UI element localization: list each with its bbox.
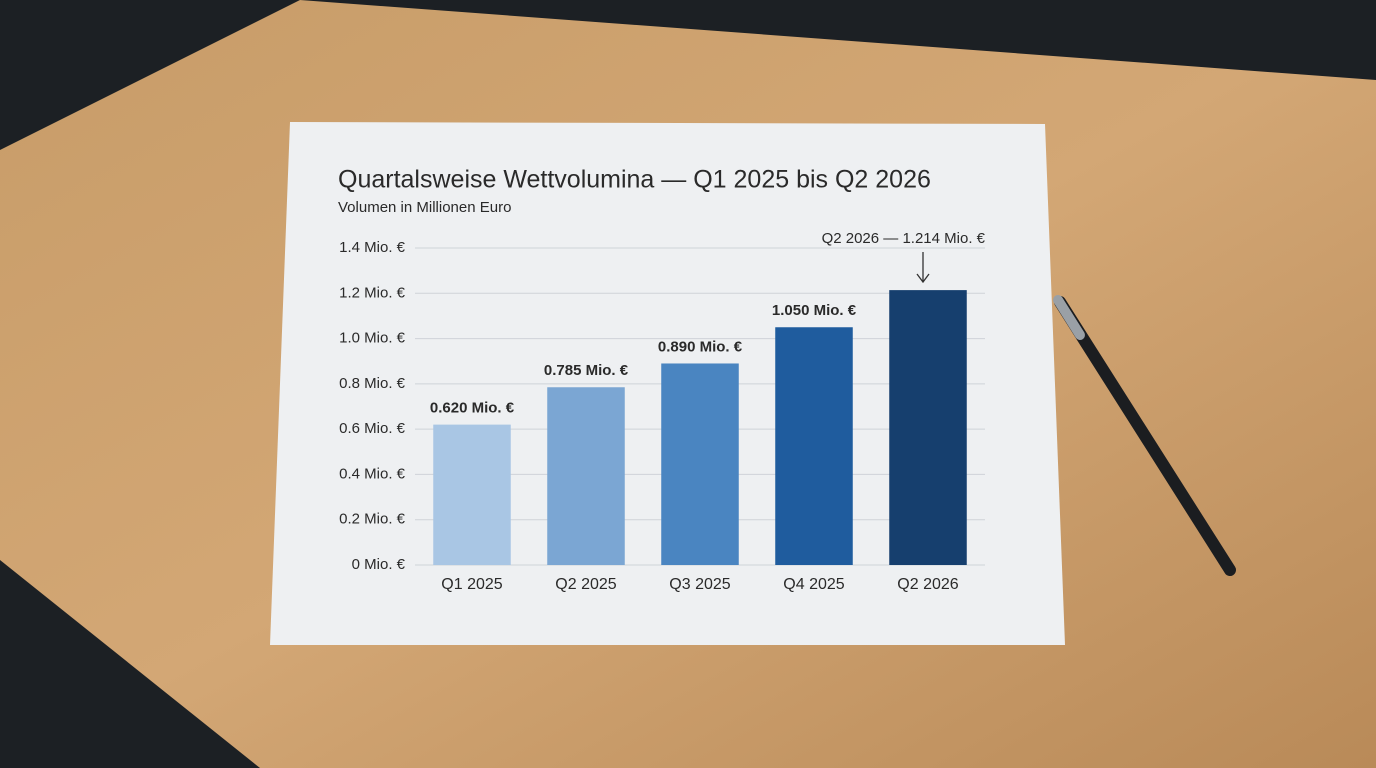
plot: 0 Mio. € 0.2 Mio. € 0.4 Mio. € 0.6 Mio. € 0.… [339,239,985,593]
pen-tip [1053,295,1085,340]
y-tick-label: 1.4 Mio. € [339,239,406,256]
value-label: 0.785 Mio. € [544,362,629,379]
value-label: 1.214 Mio. € [900,275,955,286]
bar [889,290,967,565]
x-tick-label: Q2 2026 [897,576,958,593]
bar [547,387,625,565]
chart-title: Quartalsweise Wettvolumina — Q1 2025 bis… [338,166,931,194]
bar [433,424,511,565]
y-tick-label: 0.8 Mio. € [339,375,406,392]
value-label: 1.050 Mio. € [772,302,857,319]
x-tick-label: Q2 2025 [555,576,616,593]
y-tick-label: 1.2 Mio. € [339,284,406,301]
x-tick-label: Q3 2025 [669,576,730,593]
y-tick-label: 0.6 Mio. € [339,420,406,437]
y-tick-label: 0.2 Mio. € [339,511,406,528]
pen-body [1054,296,1236,576]
y-tick-label: 0.4 Mio. € [339,465,406,482]
value-label: 0.620 Mio. € [430,400,515,417]
pen [1053,295,1236,576]
y-tick-label: 1.0 Mio. € [339,330,406,347]
annotation: Q2 2026 — 1.214 Mio. € [822,230,986,247]
y-tick-label: 0 Mio. € [352,556,406,573]
annotation-arrow [916,252,930,284]
bar [661,363,739,565]
bar [775,327,853,565]
x-tick-label: Q1 2025 [441,576,502,593]
x-tick-label: Q4 2025 [783,576,844,593]
chart-subtitle: Volumen in Millionen Euro [338,199,511,216]
value-label: 0.890 Mio. € [658,338,743,355]
